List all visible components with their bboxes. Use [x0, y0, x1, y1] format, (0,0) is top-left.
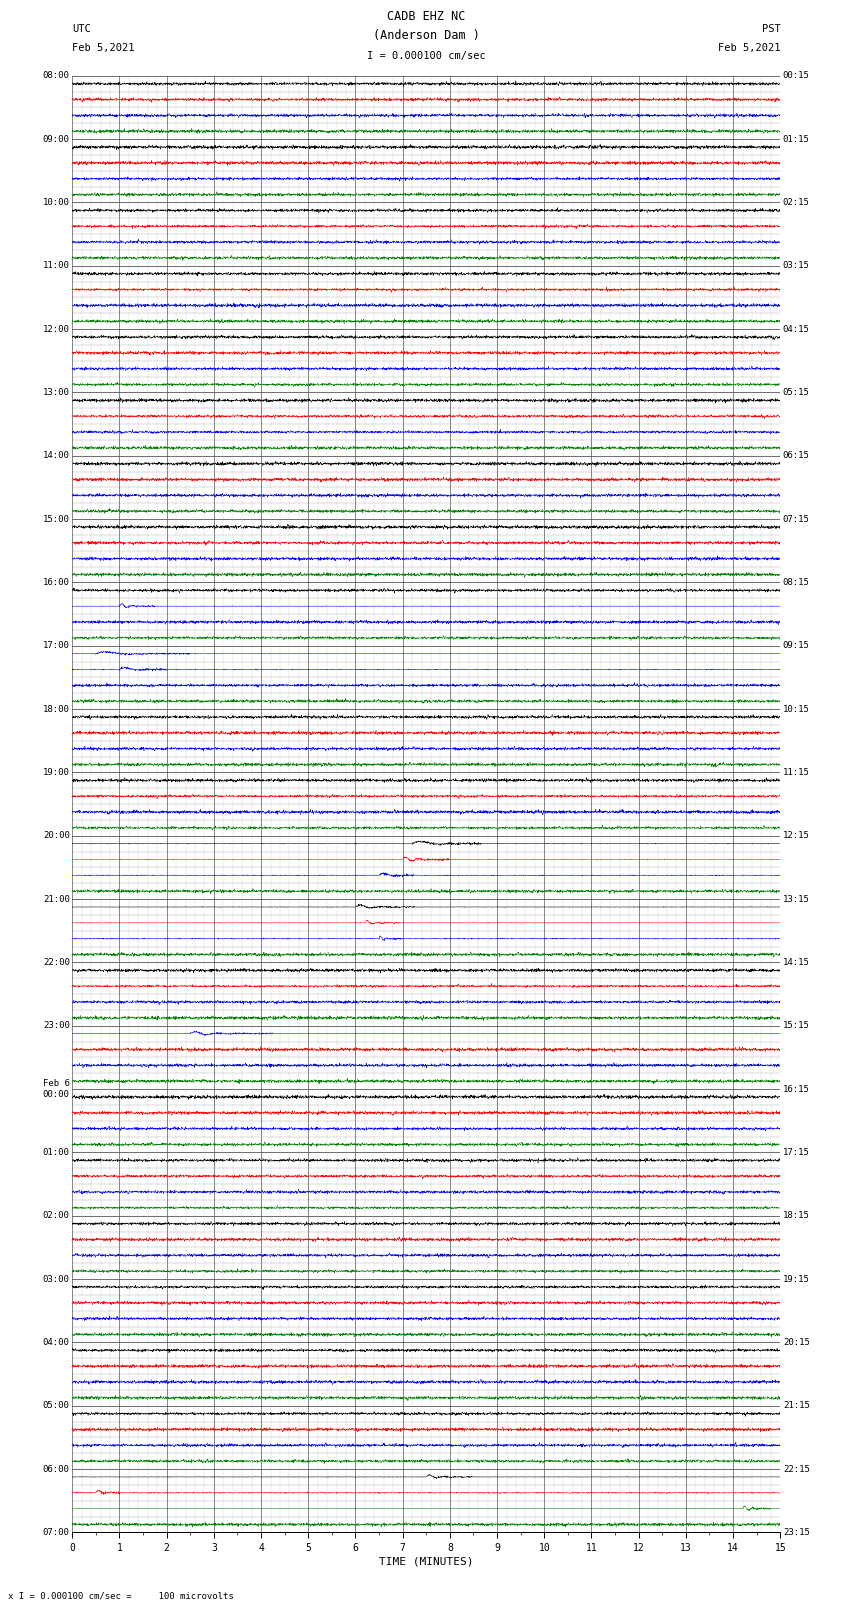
- Text: Feb 6
00:00: Feb 6 00:00: [42, 1079, 70, 1098]
- Text: 11:15: 11:15: [783, 768, 810, 777]
- Text: 18:00: 18:00: [42, 705, 70, 713]
- Text: 07:15: 07:15: [783, 515, 810, 524]
- Text: 08:00: 08:00: [42, 71, 70, 81]
- Text: 21:00: 21:00: [42, 895, 70, 903]
- Text: 17:00: 17:00: [42, 642, 70, 650]
- Text: 09:00: 09:00: [42, 134, 70, 144]
- Text: 22:15: 22:15: [783, 1465, 810, 1474]
- Text: 23:00: 23:00: [42, 1021, 70, 1031]
- Text: I = 0.000100 cm/sec: I = 0.000100 cm/sec: [367, 52, 485, 61]
- Text: PST: PST: [762, 24, 780, 34]
- Text: 07:00: 07:00: [42, 1528, 70, 1537]
- Text: 01:00: 01:00: [42, 1148, 70, 1157]
- Text: 06:15: 06:15: [783, 452, 810, 460]
- Text: 21:15: 21:15: [783, 1402, 810, 1410]
- Text: 15:15: 15:15: [783, 1021, 810, 1031]
- Text: 23:15: 23:15: [783, 1528, 810, 1537]
- Text: 01:15: 01:15: [783, 134, 810, 144]
- Text: 08:15: 08:15: [783, 577, 810, 587]
- Text: Feb 5,2021: Feb 5,2021: [72, 44, 135, 53]
- Text: 13:00: 13:00: [42, 389, 70, 397]
- Text: 14:15: 14:15: [783, 958, 810, 966]
- Text: 12:00: 12:00: [42, 324, 70, 334]
- Text: x I = 0.000100 cm/sec =     100 microvolts: x I = 0.000100 cm/sec = 100 microvolts: [8, 1590, 235, 1600]
- Text: UTC: UTC: [72, 24, 91, 34]
- Text: CADB EHZ NC: CADB EHZ NC: [387, 10, 466, 23]
- Text: 14:00: 14:00: [42, 452, 70, 460]
- Text: 16:00: 16:00: [42, 577, 70, 587]
- Text: 02:15: 02:15: [783, 198, 810, 206]
- Text: 03:00: 03:00: [42, 1274, 70, 1284]
- Text: 09:15: 09:15: [783, 642, 810, 650]
- Text: 16:15: 16:15: [783, 1084, 810, 1094]
- Text: 17:15: 17:15: [783, 1148, 810, 1157]
- Text: Feb 5,2021: Feb 5,2021: [717, 44, 780, 53]
- Text: 00:15: 00:15: [783, 71, 810, 81]
- Text: 05:15: 05:15: [783, 389, 810, 397]
- Text: 10:15: 10:15: [783, 705, 810, 713]
- Text: 10:00: 10:00: [42, 198, 70, 206]
- Text: 18:15: 18:15: [783, 1211, 810, 1219]
- Text: 04:00: 04:00: [42, 1337, 70, 1347]
- Text: 12:15: 12:15: [783, 831, 810, 840]
- Text: 02:00: 02:00: [42, 1211, 70, 1219]
- Text: 06:00: 06:00: [42, 1465, 70, 1474]
- Text: 15:00: 15:00: [42, 515, 70, 524]
- Text: 19:15: 19:15: [783, 1274, 810, 1284]
- Text: 05:00: 05:00: [42, 1402, 70, 1410]
- Text: 03:15: 03:15: [783, 261, 810, 271]
- Text: (Anderson Dam ): (Anderson Dam ): [373, 29, 479, 42]
- Text: 04:15: 04:15: [783, 324, 810, 334]
- Text: 20:00: 20:00: [42, 831, 70, 840]
- Text: 20:15: 20:15: [783, 1337, 810, 1347]
- Text: 13:15: 13:15: [783, 895, 810, 903]
- Text: 11:00: 11:00: [42, 261, 70, 271]
- Text: 19:00: 19:00: [42, 768, 70, 777]
- Text: 22:00: 22:00: [42, 958, 70, 966]
- X-axis label: TIME (MINUTES): TIME (MINUTES): [379, 1557, 473, 1566]
